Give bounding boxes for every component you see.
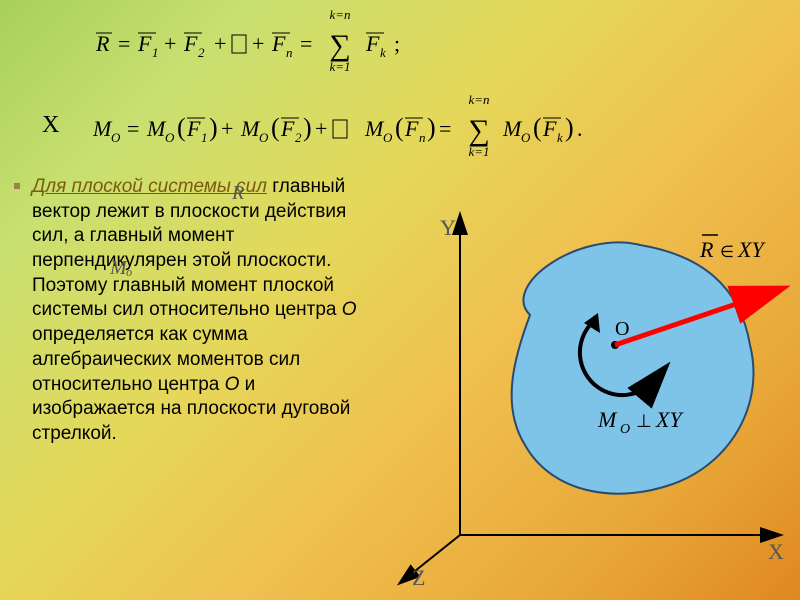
diagram-svg: O Y X Z R ∈ XY M O ⊥ XY [380, 175, 800, 595]
svg-text:): ) [303, 113, 312, 142]
svg-text:=: = [300, 31, 312, 56]
svg-text:=: = [127, 116, 139, 141]
svg-text:O: O [521, 130, 531, 145]
svg-text:2: 2 [295, 130, 302, 145]
svg-text:O: O [111, 130, 121, 145]
overlay-r-label: R [232, 180, 244, 206]
equation-1-svg: R = F1 + F2 + + Fn = k=n ∑ k=1 Fk ; [90, 5, 460, 75]
svg-text:O: O [620, 422, 630, 437]
equation-2-x-label: X [42, 112, 59, 139]
svg-text:F: F [186, 116, 201, 141]
equation-1: R = F1 + F2 + + Fn = k=n ∑ k=1 Fk ; [0, 5, 800, 75]
diagram-x-label: X [768, 539, 784, 564]
svg-text:O: O [383, 130, 393, 145]
svg-text:F: F [183, 31, 198, 56]
svg-text:∑: ∑ [469, 114, 490, 147]
svg-text:n: n [286, 45, 293, 60]
diagram-z-label: Z [412, 565, 425, 590]
svg-text:+: + [315, 116, 327, 141]
svg-text:k=n: k=n [329, 7, 350, 22]
svg-text:+: + [164, 31, 176, 56]
diagram-center-label: O [615, 318, 629, 340]
svg-text:M: M [146, 116, 167, 141]
svg-text:(: ( [533, 113, 542, 142]
svg-text:M: M [240, 116, 261, 141]
paragraph-body-2: определяется как сумма алгебраических мо… [32, 324, 300, 394]
svg-text:F: F [365, 31, 380, 56]
equation-2: X MO = MO ( F1 ) + MO ( F2 ) + MO ( Fn )… [0, 90, 800, 160]
diagram-3d-axes: O Y X Z R ∈ XY M O ⊥ XY [380, 175, 800, 595]
paragraph-ital-o2: О [225, 374, 240, 395]
svg-text:M: M [597, 407, 618, 432]
paragraph-block: Для плоской системы сил главный вектор л… [32, 175, 382, 447]
svg-text:(: ( [395, 113, 404, 142]
svg-text:k=1: k=1 [329, 59, 350, 74]
paragraph-body-1: главный вектор лежит в плоскости действи… [32, 176, 346, 320]
svg-text:F: F [137, 31, 152, 56]
bullet-icon [14, 183, 20, 189]
svg-text:XY: XY [737, 237, 766, 262]
svg-text:+: + [252, 31, 264, 56]
svg-text:2: 2 [198, 45, 205, 60]
svg-text:1: 1 [152, 45, 159, 60]
svg-text:∑: ∑ [329, 29, 350, 62]
diagram-blob [512, 242, 754, 493]
svg-text:F: F [280, 116, 295, 141]
svg-text:): ) [565, 113, 574, 142]
svg-text:M: M [502, 116, 523, 141]
svg-text:k: k [557, 130, 563, 145]
svg-text:k=1: k=1 [469, 144, 490, 159]
svg-text:): ) [209, 113, 218, 142]
svg-text:=: = [118, 31, 130, 56]
svg-text:=: = [439, 116, 451, 141]
svg-text:k=n: k=n [469, 92, 490, 107]
paragraph-ital-o1: О [342, 299, 357, 320]
svg-text:R: R [95, 31, 110, 56]
svg-text:F: F [404, 116, 419, 141]
svg-text:k: k [380, 45, 386, 60]
svg-text:R: R [699, 237, 714, 262]
svg-text:M: M [93, 116, 113, 141]
svg-text:O: O [165, 130, 175, 145]
svg-text:1: 1 [201, 130, 208, 145]
svg-text:O: O [259, 130, 269, 145]
equation-2-svg: MO = MO ( F1 ) + MO ( F2 ) + MO ( Fn ) =… [93, 90, 733, 160]
svg-text:F: F [271, 31, 286, 56]
svg-text:): ) [427, 113, 436, 142]
svg-text:;: ; [394, 31, 400, 56]
diagram-y-label: Y [440, 215, 456, 240]
overlay-m-label: Mₒ [110, 255, 132, 281]
diagram-r-in-xy-label: R ∈ XY [699, 235, 766, 262]
svg-text:.: . [577, 116, 583, 141]
svg-text:+: + [221, 116, 233, 141]
svg-text:F: F [542, 116, 557, 141]
svg-text:n: n [419, 130, 426, 145]
svg-text:∈: ∈ [720, 244, 734, 261]
svg-text:XY: XY [655, 407, 684, 432]
svg-text:M: M [364, 116, 385, 141]
svg-text:⊥: ⊥ [636, 411, 652, 431]
svg-text:(: ( [177, 113, 186, 142]
svg-text:+: + [214, 31, 226, 56]
svg-text:(: ( [271, 113, 280, 142]
